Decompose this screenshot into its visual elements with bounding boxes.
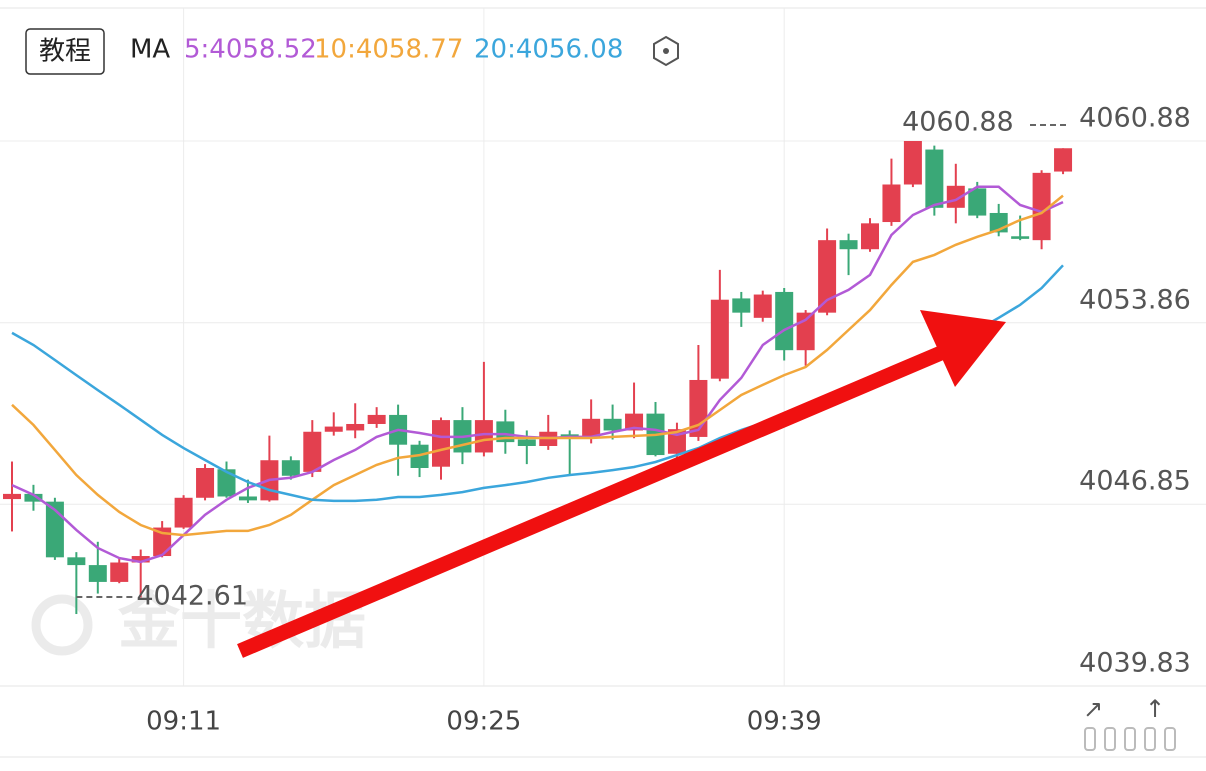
low-marker-label: 4042.61 bbox=[136, 581, 248, 612]
candle-body bbox=[753, 294, 772, 318]
watermark-logo bbox=[31, 594, 93, 656]
settings-icon[interactable] bbox=[653, 35, 679, 67]
candle-body bbox=[1054, 148, 1073, 172]
candle-body bbox=[818, 240, 837, 313]
x-tick-label: 09:39 bbox=[747, 707, 822, 737]
candle-body bbox=[474, 420, 493, 453]
candle-body bbox=[432, 420, 450, 467]
menu-icon-bar[interactable] bbox=[1104, 727, 1116, 751]
arrow-head bbox=[920, 310, 1006, 387]
candle-body bbox=[517, 439, 536, 446]
candle-body bbox=[1011, 236, 1030, 239]
candle-body bbox=[3, 493, 21, 500]
tutorial-button[interactable] bbox=[25, 28, 105, 75]
menu-icon-bar[interactable] bbox=[1164, 727, 1176, 751]
menu-icon-bar[interactable] bbox=[1124, 727, 1136, 751]
candle-body bbox=[88, 565, 107, 582]
candle-body bbox=[131, 556, 150, 563]
candle-body bbox=[903, 141, 922, 185]
candle-body bbox=[732, 298, 751, 313]
candle-body bbox=[560, 434, 579, 437]
candle-body bbox=[303, 431, 322, 472]
candle-body bbox=[925, 149, 944, 208]
y-tick-label: 4046.85 bbox=[1079, 466, 1191, 497]
settings-icon-dot[interactable] bbox=[663, 48, 669, 54]
candle-body bbox=[367, 414, 386, 424]
candle-body bbox=[324, 426, 343, 432]
candle-body bbox=[625, 413, 644, 431]
candle-body bbox=[861, 223, 879, 250]
candle-body bbox=[775, 291, 794, 351]
arrow-shaft bbox=[237, 343, 951, 658]
candle-body bbox=[667, 429, 686, 454]
y-tick-label: 4060.88 bbox=[1079, 103, 1191, 134]
candle-body bbox=[882, 184, 901, 223]
menu-icon[interactable] bbox=[1084, 727, 1176, 751]
candle-body bbox=[110, 562, 129, 582]
plot-area: 4060.88 4053.86 4046.85 4039.83 09:11 09:25 09… bbox=[0, 8, 1206, 737]
candle-body bbox=[217, 469, 236, 497]
ma-legend: 10:4058.77 bbox=[314, 35, 463, 65]
candle-body bbox=[582, 418, 601, 437]
top-icon[interactable]: ↑ bbox=[1145, 695, 1165, 723]
menu-icon-bar[interactable] bbox=[1144, 727, 1156, 751]
candle-body bbox=[839, 240, 858, 250]
expand-icon[interactable]: ↗ bbox=[1083, 695, 1103, 723]
candle-body bbox=[968, 188, 987, 216]
x-tick-label: 09:11 bbox=[146, 707, 221, 737]
ma-label: MA bbox=[130, 35, 170, 65]
high-marker-label: 4060.88 bbox=[902, 107, 1014, 138]
candle-body bbox=[174, 497, 193, 528]
ma-line bbox=[11, 194, 1064, 537]
ma-legend: 5:4058.52 bbox=[184, 35, 317, 65]
ma-legend: 20:4056.08 bbox=[474, 35, 623, 65]
trend-arrow bbox=[237, 310, 1006, 658]
candle-body bbox=[67, 557, 86, 566]
candle-body bbox=[24, 493, 43, 502]
menu-icon-bar[interactable] bbox=[1084, 727, 1096, 751]
tutorial-button-label[interactable]: 教程 bbox=[39, 37, 91, 67]
ma-line bbox=[11, 264, 1064, 503]
candle-body bbox=[603, 418, 622, 431]
candle-body bbox=[346, 423, 365, 431]
candle-body bbox=[281, 460, 300, 476]
y-tick-label: 4039.83 bbox=[1079, 648, 1191, 679]
candle-body bbox=[196, 468, 215, 498]
y-tick-label: 4053.86 bbox=[1079, 284, 1191, 315]
candle-body bbox=[238, 496, 257, 501]
x-tick-label: 09:25 bbox=[446, 707, 521, 737]
candle-body bbox=[1032, 172, 1051, 241]
candle-body bbox=[710, 299, 729, 379]
settings-icon-shape[interactable] bbox=[653, 35, 679, 67]
